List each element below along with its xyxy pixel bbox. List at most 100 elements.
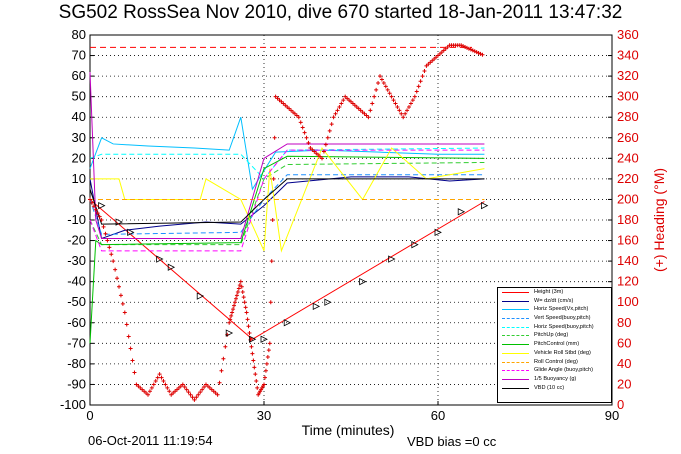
heading-point [194,395,199,400]
heading-point [403,111,408,116]
series-line [89,149,485,252]
legend-label: VBD (10 cc) [534,384,565,391]
y-tick-label-left: -20 [67,233,86,248]
heading-point [227,320,232,325]
height-marker [260,335,268,343]
y-tick-label-left: -70 [67,335,86,350]
heading-point [401,115,406,120]
heading-point [89,200,94,205]
heading-point [378,74,382,79]
legend-label: W= dz/dt (cm/s) [534,297,574,304]
heading-point [296,115,301,120]
heading-point [93,207,98,212]
heading-point [463,44,468,49]
heading-point [250,351,255,356]
heading-point [480,52,485,57]
legend-swatch [502,378,529,380]
heading-point [115,276,120,281]
heading-point [234,293,239,298]
heading-point [323,142,328,147]
y-tick-label-left: -100 [60,397,86,412]
y-tick-label-left: -30 [67,253,86,268]
heading-point [251,358,256,363]
heading-point [200,387,205,392]
y-tick-label-right: 260 [617,130,639,145]
legend-label: Roll Control (deg) [534,358,578,365]
heading-point [262,375,267,380]
series-line [89,161,485,246]
heading-point [335,108,340,113]
heading-point [374,87,379,92]
heading-point [101,224,106,229]
heading-point [397,108,402,113]
heading-point [262,382,266,387]
legend-swatch [502,318,529,320]
y-tick-label-left: -60 [67,315,86,330]
heading-point [246,324,251,329]
heading-point [192,397,197,402]
heading-point [113,267,118,272]
height-marker [312,302,321,310]
legend-label: Horiz Speed(buoy,pitch) [534,323,594,330]
y-tick-label-left: 0 [79,191,86,206]
heading-point [95,211,100,216]
y-tick-label-left: -80 [67,356,86,371]
heading-point [247,331,252,336]
heading-point [240,289,245,294]
heading-point [414,89,419,94]
heading-point [130,358,135,363]
heading-point [329,122,334,127]
legend-swatch [502,309,529,311]
heading-point [159,375,164,380]
heading-point [267,341,272,346]
y-tick-label-left: -50 [67,294,86,309]
y-tick-label-right: 320 [617,68,639,83]
legend-swatch [502,335,529,337]
legend-item: Vert Speed(buoy,pitch) [498,314,611,323]
heading-point [368,108,373,113]
y-tick-label-right: 280 [617,109,639,124]
heading-point [420,74,425,79]
height-marker [167,263,176,271]
heading-point [233,300,237,305]
y-tick-label-right: 340 [617,48,639,63]
heading-point [372,94,377,99]
heading-point [122,310,127,315]
y-tick-label-right: 180 [617,212,639,227]
series-line [89,176,485,240]
legend-item: W= dz/dt (cm/s) [498,297,611,306]
heading-point [422,68,427,73]
legend-swatch [502,292,529,293]
y-tick-label-left: 40 [72,109,86,124]
heading-point [165,385,170,390]
height-marker [156,255,164,263]
heading-point [167,389,172,394]
heading-point [327,128,332,133]
heading-point [245,317,250,322]
heading-point [252,365,257,370]
heading-point [244,310,249,315]
heading-point [229,313,234,318]
heading-point [88,197,92,202]
vbd-bias-label: VBD bias =0 cc [407,434,497,449]
heading-point [118,293,123,298]
heading-point [249,344,254,349]
heading-point [268,300,273,305]
heading-point [337,104,342,109]
x-tick-label: 30 [257,408,271,423]
heading-point [255,385,260,390]
y-tick-label-left: 20 [72,150,86,165]
height-marker [388,255,396,263]
heading-point [161,379,166,384]
x-tick-label: 90 [605,408,619,423]
y-tick-label-left: -90 [67,376,86,391]
heading-point [230,310,235,315]
heading-point [399,111,404,116]
heading-point [243,305,248,310]
legend-item: Horiz Speed(Vx,pitch) [498,305,611,314]
legend-item: PitchControl (mm) [498,340,611,349]
y-tick-label-right: 40 [617,356,631,371]
heading-point [132,370,137,375]
heading-point [366,115,371,120]
legend-swatch [502,370,529,372]
